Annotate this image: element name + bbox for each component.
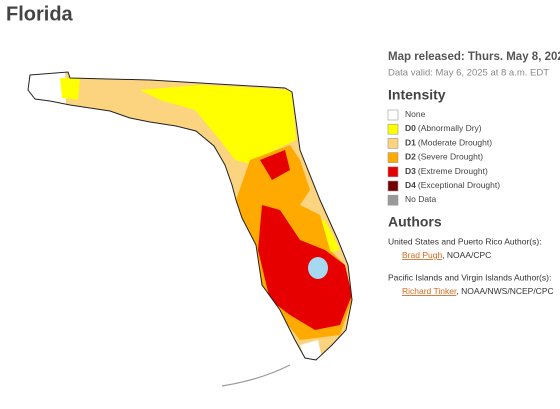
author-link[interactable]: Brad Pugh xyxy=(402,250,442,260)
state-title: Florida xyxy=(6,3,74,25)
authors: United States and Puerto Rico Author(s):… xyxy=(388,236,554,296)
legend-code: No Data xyxy=(405,194,436,204)
drought-map xyxy=(28,72,352,360)
keys xyxy=(221,364,291,387)
legend-item: D2 (Severe Drought) xyxy=(405,152,483,162)
legend-item: D3 (Extreme Drought) xyxy=(405,166,488,176)
legend-swatch xyxy=(387,152,399,163)
legend-code: D2 xyxy=(405,152,416,162)
legend-code: D0 xyxy=(405,123,416,133)
author-affiliation: , NOAA/NWS/NCEP/CPC xyxy=(456,286,553,296)
legend-code: None xyxy=(405,109,426,119)
legend-label: (Abnormally Dry) xyxy=(418,123,482,133)
legend-item: D4 (Exceptional Drought) xyxy=(405,180,500,190)
legend-swatch xyxy=(387,180,399,192)
author-region: United States and Puerto Rico Author(s): xyxy=(388,236,542,246)
author-affiliation: , NOAA/CPC xyxy=(442,250,491,260)
lake-okeechobee xyxy=(308,257,328,279)
legend-swatch xyxy=(387,194,399,206)
authors-heading: Authors xyxy=(388,214,442,230)
legend-label: (Moderate Drought) xyxy=(418,138,492,148)
legend-code: D1 xyxy=(405,138,416,148)
legend-item: D1 (Moderate Drought) xyxy=(405,138,492,148)
legend-swatch xyxy=(387,123,399,135)
state-outline xyxy=(27,71,353,361)
legend-code: D4 xyxy=(405,180,416,190)
d0-area xyxy=(140,85,296,165)
intensity-heading: Intensity xyxy=(388,87,446,103)
author-line: Richard Tinker, NOAA/NWS/NCEP/CPC xyxy=(402,286,554,296)
legend-label: (Exceptional Drought) xyxy=(418,180,500,190)
legend-label: (Severe Drought) xyxy=(418,152,483,162)
d0-area xyxy=(60,78,80,100)
legend-swatch xyxy=(387,166,399,178)
legend-swatch xyxy=(387,109,399,121)
legend-label: (Extreme Drought) xyxy=(418,166,488,176)
legend-item: No Data xyxy=(405,194,436,204)
none-area xyxy=(28,72,66,105)
legend-item: None xyxy=(405,109,426,119)
legend-item: D0 (Abnormally Dry) xyxy=(405,123,482,133)
author-region: Pacific Islands and Virgin Islands Autho… xyxy=(388,272,551,282)
author-line: Brad Pugh, NOAA/CPC xyxy=(402,250,491,260)
legend-swatch xyxy=(387,138,399,149)
d3-area xyxy=(258,205,352,330)
map-released: Map released: Thurs. May 8, 2025 xyxy=(388,51,560,63)
author-link[interactable]: Richard Tinker xyxy=(402,286,457,296)
d3-area xyxy=(260,150,290,180)
legend-code: D3 xyxy=(405,166,416,176)
none-area xyxy=(300,340,322,360)
data-valid: Data valid: May 6, 2025 at 8 a.m. EDT xyxy=(388,68,549,79)
